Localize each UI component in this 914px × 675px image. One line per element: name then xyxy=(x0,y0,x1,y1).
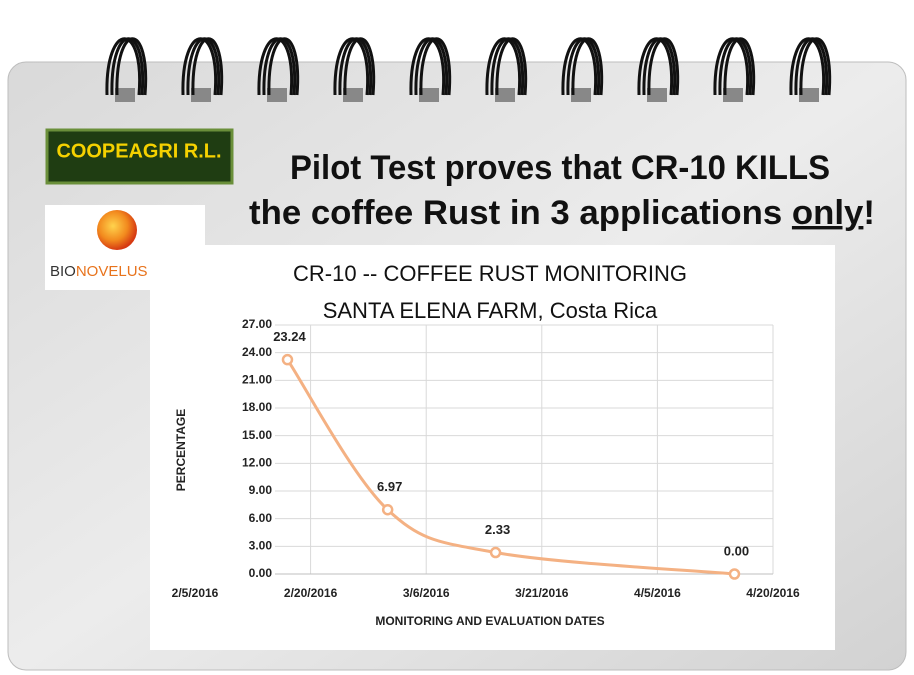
ring-hole xyxy=(495,88,515,102)
coopeagri-logo xyxy=(45,128,234,185)
x-tick-label: 2/5/2016 xyxy=(172,586,219,600)
data-point xyxy=(281,353,294,366)
ring-hole xyxy=(799,88,819,102)
ring xyxy=(647,37,680,96)
x-tick-label: 3/21/2016 xyxy=(515,586,569,600)
x-tick-label: 4/20/2016 xyxy=(746,586,800,600)
y-axis-label: PERCENTAGE xyxy=(174,409,188,491)
ring-hole xyxy=(267,88,287,102)
ring-hole xyxy=(647,88,667,102)
ring-hole xyxy=(419,88,439,102)
x-tick-label: 3/6/2016 xyxy=(403,586,450,600)
bionovelus-b: NOVELUS xyxy=(76,263,148,280)
data-point xyxy=(381,503,394,516)
headline-emphasis: only xyxy=(792,194,864,232)
bionovelus-text: BIONOVELUS xyxy=(50,263,148,280)
ring xyxy=(495,37,528,96)
headline-line2-a: the coffee Rust in 3 applications xyxy=(249,194,792,232)
ring-hole xyxy=(343,88,363,102)
ring xyxy=(799,37,832,96)
data-point xyxy=(728,568,741,580)
ring xyxy=(267,37,300,96)
x-axis-label: MONITORING AND EVALUATION DATES xyxy=(375,614,604,628)
y-tick-label: 0.00 xyxy=(249,566,273,580)
data-label: 0.00 xyxy=(724,543,749,558)
y-tick-label: 12.00 xyxy=(242,456,272,470)
bionovelus-orb xyxy=(97,210,137,250)
x-tick-label: 2/20/2016 xyxy=(284,586,338,600)
x-tick-label: 4/5/2016 xyxy=(634,586,681,600)
y-tick-label: 6.00 xyxy=(249,511,273,525)
ring xyxy=(343,37,376,96)
chart-subtitle: SANTA ELENA FARM, Costa Rica xyxy=(323,298,658,323)
ring xyxy=(191,37,224,96)
chart-panel xyxy=(150,245,835,650)
ring xyxy=(571,37,604,96)
chart-title: CR-10 -- COFFEE RUST MONITORING xyxy=(293,261,687,286)
y-tick-label: 24.00 xyxy=(242,345,272,359)
headline-line2-b: ! xyxy=(863,194,875,232)
data-label: 23.24 xyxy=(273,329,306,344)
data-label: 6.97 xyxy=(377,479,402,494)
y-tick-label: 21.00 xyxy=(242,373,272,387)
ring-hole xyxy=(723,88,743,102)
bionovelus-a: BIO xyxy=(50,263,76,280)
series-line xyxy=(286,358,735,576)
ring xyxy=(115,37,148,96)
y-tick-label: 27.00 xyxy=(242,317,272,331)
ring-hole xyxy=(191,88,211,102)
ring xyxy=(419,37,452,96)
ring xyxy=(723,37,756,96)
y-tick-label: 9.00 xyxy=(249,483,273,497)
data-point xyxy=(489,546,502,559)
headline-line2: the coffee Rust in 3 applications only! xyxy=(249,194,875,232)
ring-hole xyxy=(115,88,135,102)
coopeagri-text: COOPEAGRI R.L. xyxy=(57,140,222,162)
y-tick-label: 3.00 xyxy=(249,539,273,553)
data-label: 2.33 xyxy=(485,522,510,537)
spiral-rings xyxy=(105,37,832,102)
ring-hole xyxy=(571,88,591,102)
y-tick-label: 18.00 xyxy=(242,400,272,414)
headline-line1: Pilot Test proves that CR-10 KILLS xyxy=(290,149,830,187)
y-tick-label: 15.00 xyxy=(242,428,272,442)
